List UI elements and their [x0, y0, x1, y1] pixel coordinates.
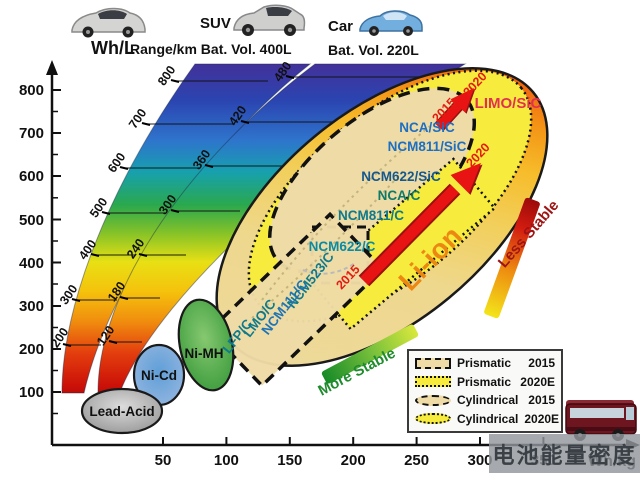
suv-header-label: SUV — [200, 15, 231, 32]
suv-range-700: 700 — [126, 106, 149, 131]
car-range-band-shape — [97, 63, 467, 393]
legend: Prismatic 2015 Prismatic 2020E Cylindric… — [407, 349, 563, 433]
chem-label-limo-sic: LIMO/SiC — [475, 95, 542, 112]
hatchback-image — [71, 7, 146, 38]
legend-year: 2015 — [528, 393, 555, 408]
x-tick-150: 150 — [277, 452, 302, 469]
chem-label-ncm622-c: NCM622/C — [309, 239, 376, 254]
y-axis-major-ticks — [53, 89, 61, 393]
y-tick-100: 100 — [19, 384, 44, 401]
lead-acid-group: Lead-Acid — [80, 387, 164, 435]
suv-range-600: 600 — [105, 150, 128, 175]
x-tick-100: 100 — [214, 452, 239, 469]
lead-acid-ellipse — [80, 387, 164, 435]
suv-band-contours — [67, 80, 268, 346]
suv-range-band: 200 300 400 500 600 700 800 — [48, 63, 312, 394]
suv-header-info: Range/km Bat. Vol. 400L — [130, 41, 292, 57]
chem-label-nca-sic: NCA/SiC — [399, 120, 455, 135]
legend-year: 2020E — [524, 411, 560, 426]
x-axis-ticks — [162, 437, 545, 445]
dashed-rect-swatch-icon — [415, 357, 451, 369]
dotted-ellipse-swatch-icon — [415, 413, 451, 425]
car-band-ticks — [108, 75, 295, 344]
x-tick-250: 250 — [404, 452, 429, 469]
legend-label: Cylindrical — [457, 411, 519, 426]
y-tick-700: 700 — [19, 125, 44, 142]
lead-acid-label: Lead-Acid — [89, 404, 154, 419]
y-tick-200: 200 — [19, 341, 44, 358]
legend-label: Prismatic — [457, 356, 512, 371]
roadmap-arrow-long — [358, 163, 483, 287]
ni-mh-label: Ni-MH — [185, 346, 224, 361]
car-band-contours — [113, 76, 430, 343]
car-header-label: Car — [328, 18, 354, 35]
y-axis-unit-label: Wh/L — [91, 38, 135, 58]
ni-mh-group: Ni-MH — [177, 298, 235, 392]
watermark: 电池能量密度 — [489, 434, 640, 473]
roadmap-arrow-short — [434, 88, 476, 132]
suv-range-800: 800 — [155, 63, 178, 88]
legend-label: Cylindrical — [457, 393, 519, 408]
x-tick-50: 50 — [155, 452, 172, 469]
more-stable-bar — [321, 324, 419, 384]
legend-row-cylindrical-2015: Cylindrical 2015 — [415, 393, 555, 407]
chem-label-ncm622-sic: NCM622/SiC — [361, 169, 441, 184]
y-tick-600: 600 — [19, 168, 44, 185]
y-axis-minor-ticks — [53, 110, 58, 415]
y-tick-500: 500 — [19, 212, 44, 229]
legend-row-prismatic-2020e: Prismatic 2020E — [415, 375, 555, 389]
chem-label-ncm811-sic: NCM811/SiC — [388, 139, 467, 154]
legend-label: Prismatic — [457, 374, 512, 389]
x-tick-300: 300 — [467, 452, 492, 469]
y-tick-800: 800 — [19, 82, 44, 99]
y-axis-arrow-icon — [46, 60, 58, 75]
ni-mh-ellipse — [177, 298, 235, 392]
y-tick-400: 400 — [19, 255, 44, 272]
legend-year: 2015 — [528, 356, 555, 371]
suv-band-ticks — [62, 79, 180, 347]
li-ion-region — [206, 67, 549, 389]
chem-label-nca-c: NCA/C — [378, 188, 421, 203]
legend-row-prismatic-2015: Prismatic 2015 — [415, 356, 555, 370]
y-axis-tick-labels: 800 700 600 500 400 300 200 100 — [19, 82, 44, 401]
legend-year: 2020E — [520, 374, 555, 389]
x-axis-tick-labels: 50 100 150 200 250 300 350 — [155, 452, 556, 469]
car-header-info: Bat. Vol. 220L — [328, 42, 419, 58]
ni-cd-label: Ni-Cd — [141, 368, 177, 383]
ni-cd-group: Ni-Cd — [132, 343, 186, 407]
less-stable-bar — [484, 197, 540, 319]
y-tick-300: 300 — [19, 298, 44, 315]
y-axis: 800 700 600 500 400 300 200 100 — [19, 60, 61, 445]
car-image — [359, 10, 423, 36]
dotted-rect-swatch-icon — [415, 376, 451, 388]
x-tick-200: 200 — [341, 452, 366, 469]
suv-image — [233, 4, 306, 36]
roadmap-trajectories — [251, 125, 431, 319]
legend-row-cylindrical-2020e: Cylindrical 2020E — [415, 411, 559, 426]
dashed-ellipse-swatch-icon — [415, 394, 451, 406]
chem-label-ncm811-c: NCM811/C — [338, 208, 404, 223]
car-range-band: 120 180 240 300 360 420 480 — [94, 59, 467, 393]
